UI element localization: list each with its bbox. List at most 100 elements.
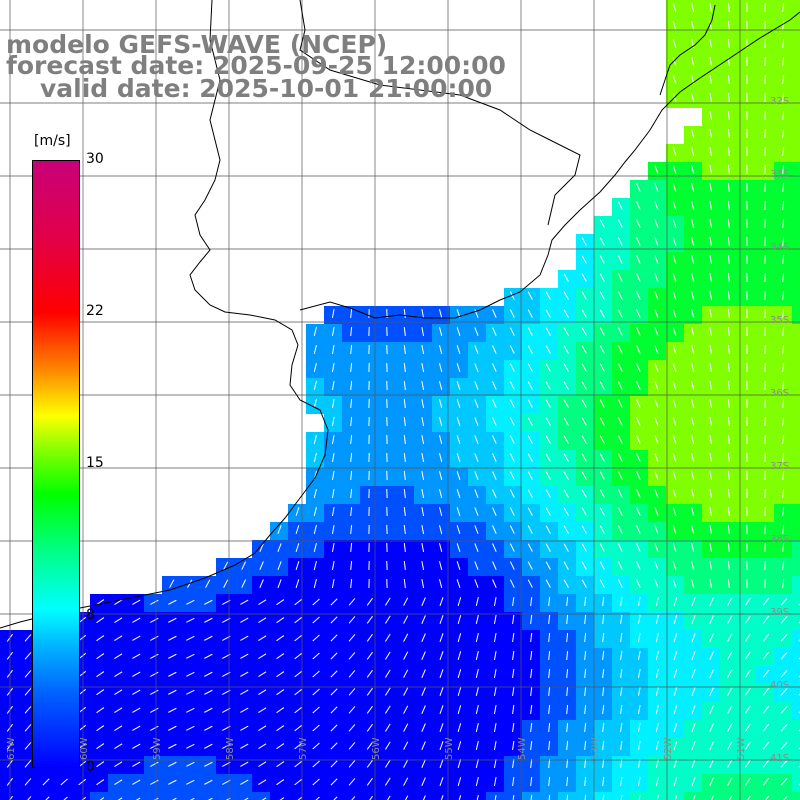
wind-arrow — [350, 416, 353, 427]
field-cell — [792, 18, 800, 36]
wind-arrow — [186, 779, 195, 785]
wind-arrow — [294, 760, 303, 768]
wind-arrow — [186, 725, 195, 731]
field-cell — [792, 72, 800, 90]
wind-arrow — [566, 614, 569, 625]
wind-arrow — [475, 651, 479, 661]
wind-arrow — [727, 128, 730, 139]
wind-arrow — [563, 399, 569, 408]
wind-arrow — [277, 525, 282, 534]
latitude-labels: 32S 33S 34S 35S 36S 37S 38S 39S 40S 41S — [770, 96, 789, 764]
field-cell — [792, 468, 800, 486]
wind-arrow — [744, 669, 751, 678]
wind-arrow — [782, 200, 785, 211]
wind-arrow — [168, 761, 177, 767]
wind-arrow — [294, 688, 303, 696]
wind-arrow — [709, 237, 713, 247]
wind-arrow — [636, 363, 641, 372]
field-cell — [792, 396, 800, 414]
wind-arrow — [673, 633, 678, 643]
field-cell — [792, 702, 800, 720]
wind-arrow — [709, 273, 713, 283]
wind-arrow — [673, 687, 678, 697]
wind-arrow — [384, 705, 391, 714]
wind-arrow — [602, 686, 605, 697]
wind-arrow — [276, 707, 285, 714]
latitude-label: 37S — [770, 461, 789, 472]
wind-arrow — [493, 597, 497, 607]
wind-arrow — [186, 743, 195, 749]
wind-arrow — [350, 398, 353, 409]
latitude-label: 35S — [770, 315, 789, 326]
wind-arrow — [672, 165, 677, 175]
field-cell — [486, 792, 504, 800]
wind-arrow — [403, 380, 406, 391]
wind-arrow — [132, 635, 141, 641]
field-cell — [792, 576, 800, 594]
wind-arrow — [439, 363, 443, 373]
wind-arrow — [350, 560, 353, 571]
wind-arrow — [366, 687, 373, 696]
wind-arrow — [204, 599, 213, 605]
wind-arrow — [366, 669, 373, 678]
wind-arrow — [475, 597, 479, 607]
wind-arrow — [493, 741, 497, 751]
wind-arrow — [241, 579, 247, 588]
field-cell — [270, 792, 288, 800]
wind-arrow — [782, 452, 785, 463]
wind-arrow — [672, 3, 677, 13]
wind-arrow — [240, 599, 249, 605]
wind-arrow — [780, 616, 788, 624]
field-cell — [792, 630, 800, 648]
wind-arrow — [348, 598, 356, 606]
wind-arrow — [205, 579, 211, 588]
wind-arrow — [709, 309, 713, 319]
wind-arrow — [617, 435, 623, 444]
title-valid-date: valid date: 2025-10-01 21:00:00 — [40, 74, 493, 103]
wind-arrow — [457, 705, 462, 715]
wind-arrow — [636, 273, 641, 282]
wind-arrow — [439, 741, 444, 750]
coastline — [0, 0, 329, 629]
wind-arrow — [566, 740, 569, 751]
wind-arrow — [132, 599, 141, 605]
latitude-label: 33S — [770, 169, 789, 180]
wind-arrow — [617, 345, 623, 354]
wind-arrow — [782, 272, 785, 283]
wind-arrow — [240, 671, 249, 677]
wind-arrow — [673, 669, 678, 679]
wind-arrow — [780, 652, 788, 660]
wind-arrow — [96, 617, 105, 624]
wind-arrow — [509, 489, 515, 498]
wind-arrow — [384, 615, 391, 624]
wind-arrow — [241, 561, 247, 570]
wind-arrow — [780, 760, 788, 768]
wind-arrow — [691, 525, 695, 535]
wind-arrow — [150, 617, 159, 623]
wind-arrow — [294, 598, 303, 606]
wind-arrow — [276, 725, 285, 732]
field-cell — [792, 792, 800, 800]
wind-arrow — [691, 273, 695, 283]
wind-arrow — [691, 291, 695, 301]
wind-arrow — [348, 670, 356, 678]
wind-arrow — [169, 579, 175, 588]
wind-arrow — [563, 579, 569, 588]
wind-arrow — [439, 309, 443, 319]
wind-arrow — [96, 743, 105, 750]
wind-arrow — [782, 20, 785, 31]
wind-arrow — [545, 327, 551, 336]
wind-arrow — [114, 725, 123, 732]
wind-arrow — [637, 633, 641, 643]
wind-arrow — [384, 633, 391, 642]
wind-arrow — [782, 74, 785, 85]
wind-arrow — [709, 435, 713, 445]
longitude-label: 59W — [152, 737, 163, 760]
wind-arrow — [261, 797, 267, 800]
wind-arrow — [457, 669, 462, 679]
wind-arrow — [313, 561, 317, 571]
wind-arrow — [439, 345, 443, 355]
wind-arrow — [512, 686, 515, 697]
wind-arrow — [620, 686, 623, 697]
wind-arrow — [295, 579, 300, 589]
